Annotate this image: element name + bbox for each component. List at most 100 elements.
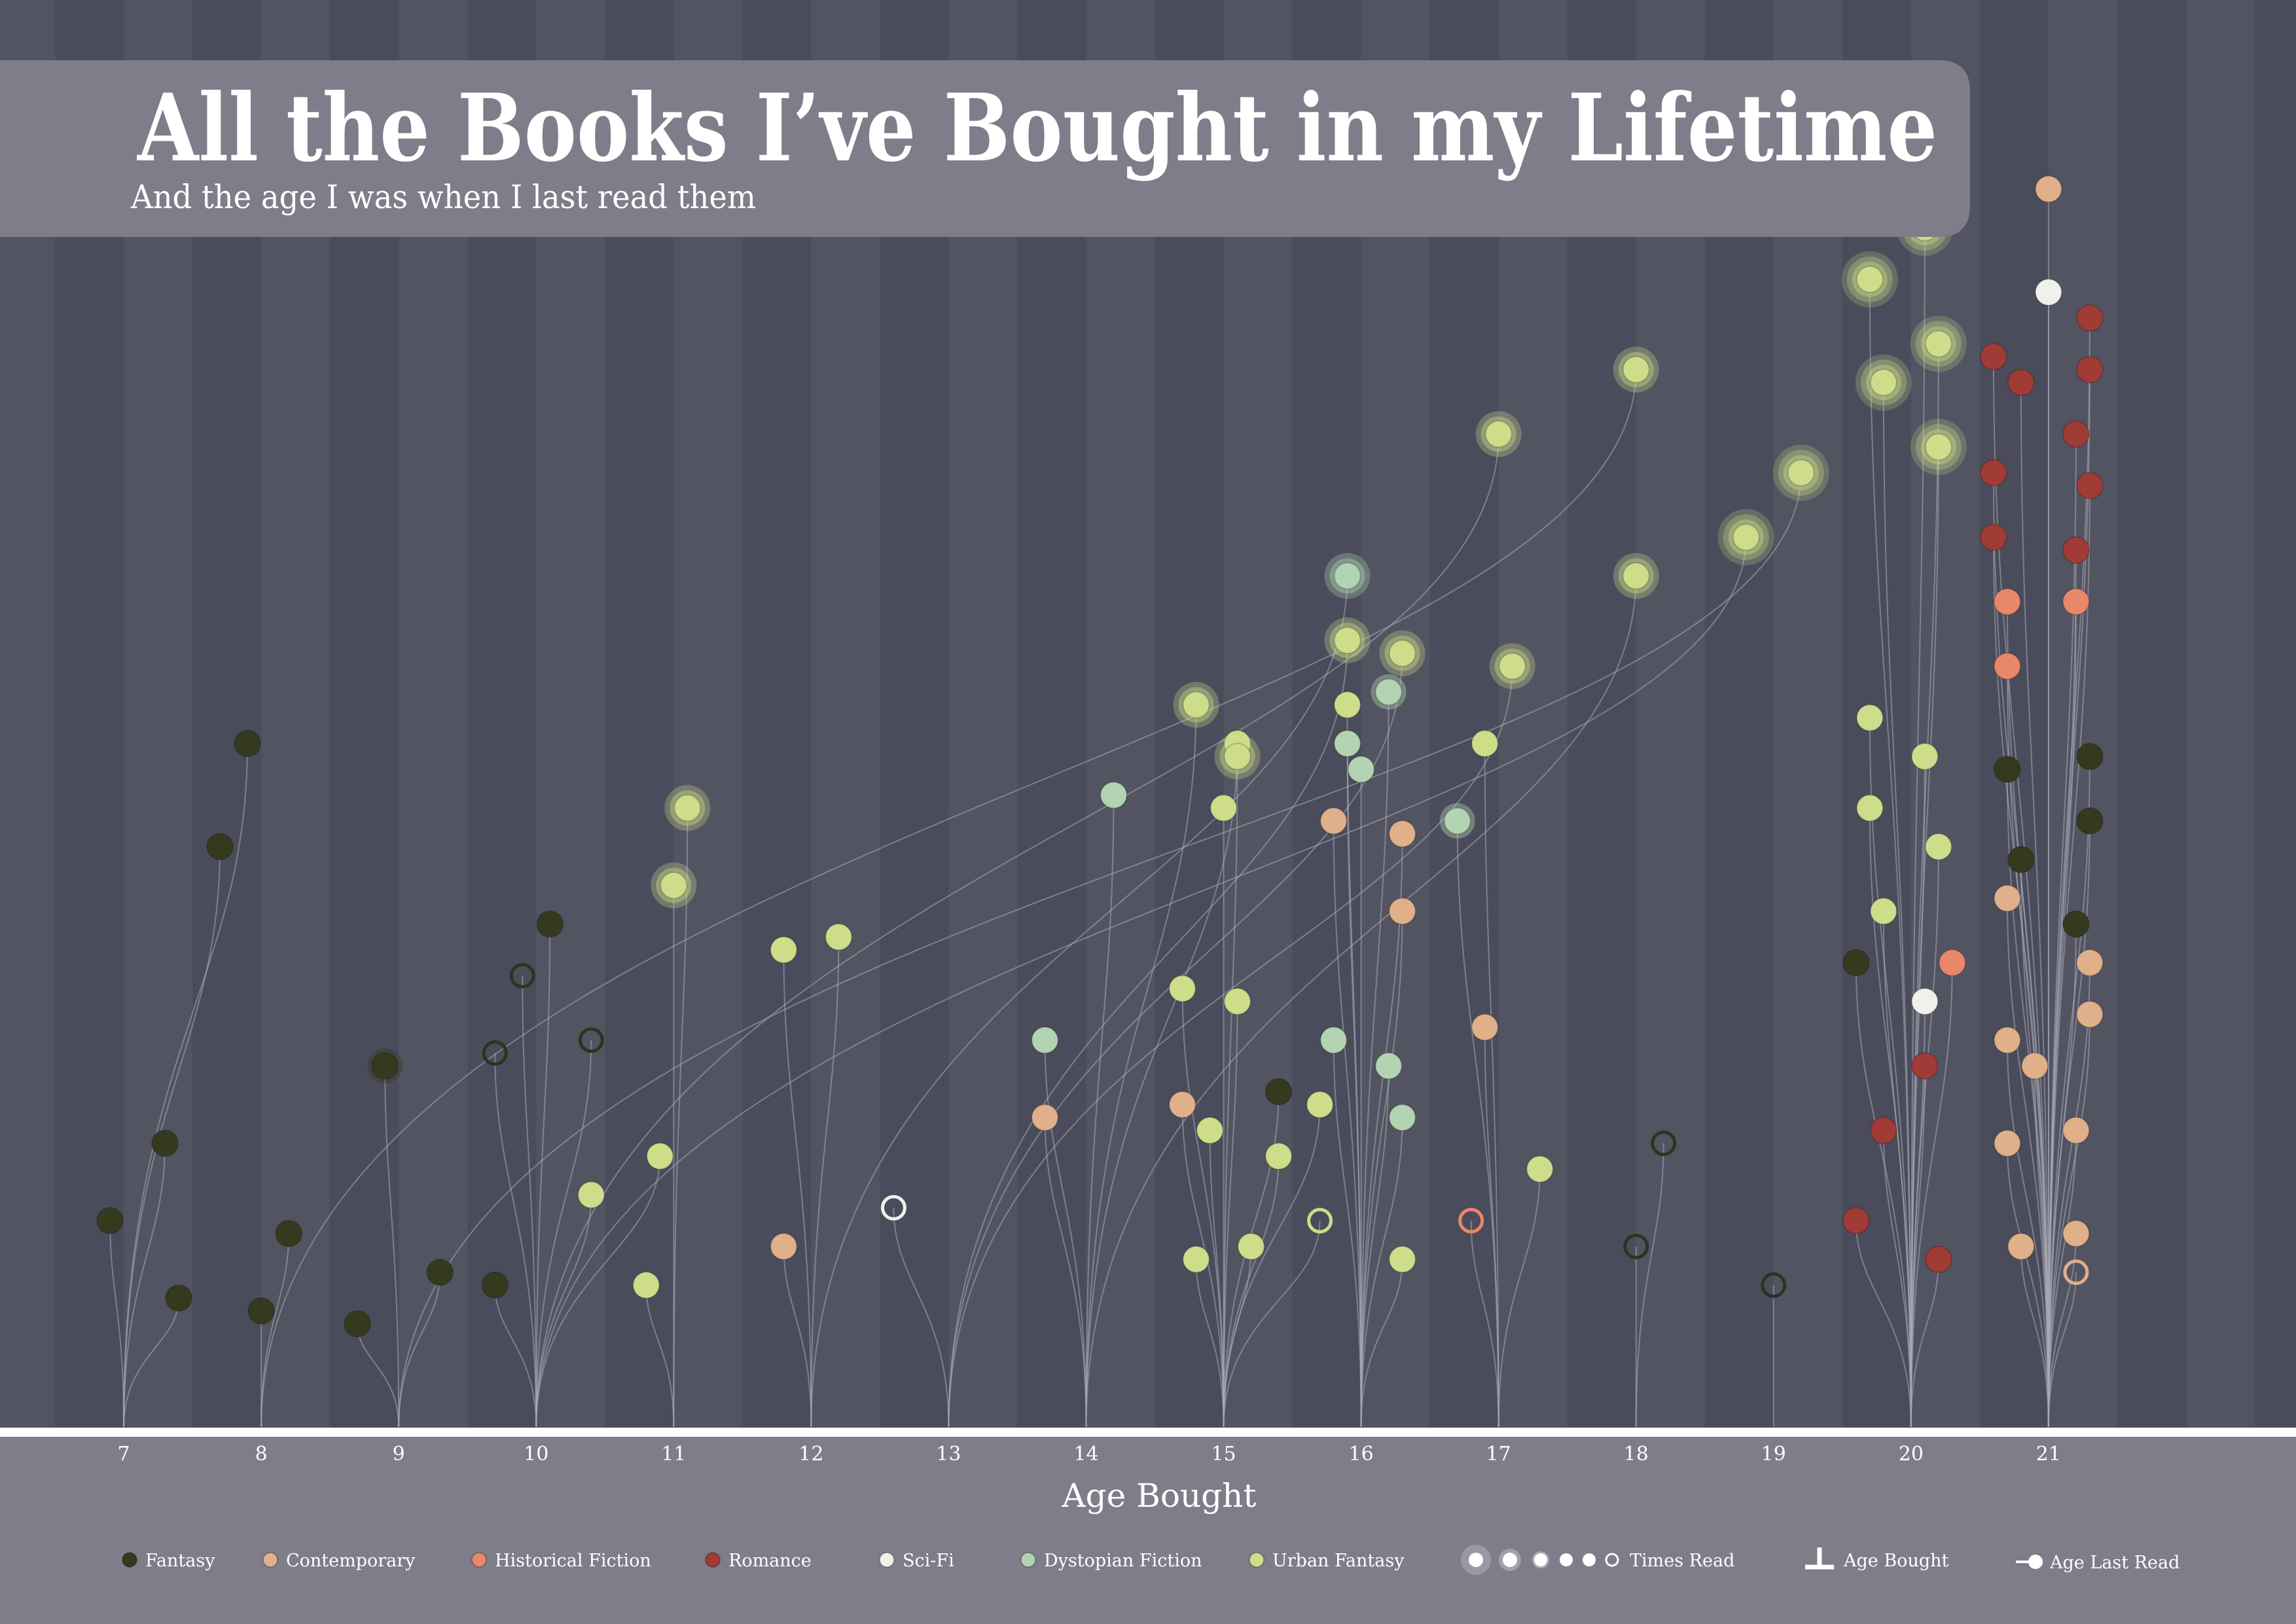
book-dot [1869,369,1897,397]
book-point [1869,1116,1897,1144]
book-point [1842,1206,1870,1235]
book-dot [632,1271,660,1299]
book-dot [1938,948,1966,977]
book-stem [1223,1001,1238,1428]
book-stem [673,808,689,1428]
book-point [1324,552,1371,599]
book-dot-unread [1651,1130,1677,1157]
legend-item: Contemporary [262,1551,416,1571]
book-stem [535,924,551,1428]
book-dot [1924,1245,1952,1273]
book-point [1910,316,1967,372]
x-tick-label: 20 [1899,1443,1924,1466]
book-point [1717,509,1774,566]
book-point [1471,1013,1499,1041]
book-stem [1360,1117,1403,1428]
book-point [632,1271,660,1299]
book-dot [2075,948,2104,977]
axis-panel [0,1437,2296,1624]
book-stem [1360,1066,1390,1428]
book-point [825,923,853,951]
book-stem [948,640,1348,1428]
book-stem [109,1220,125,1428]
book-stem [123,1143,166,1428]
book-point [165,1284,193,1312]
legend-label: Dystopian Fiction [1044,1551,1202,1571]
book-dot [1333,691,1361,719]
book-point [1168,975,1196,1003]
legend-item: Dystopian Fiction [1020,1551,1202,1571]
book-point [247,1297,276,1325]
book-stem [1910,962,1953,1428]
book-dot [344,1310,372,1338]
book-stem [1992,356,2049,1428]
book-point [2062,536,2090,564]
book-point [2075,742,2104,770]
book-dot [1265,1077,1293,1106]
book-point [1333,691,1361,719]
book-dot [1498,652,1526,680]
book-stem [1910,446,1939,1428]
book-point [1333,729,1361,757]
book-point [1319,1026,1348,1054]
book-dot-unread [2063,1259,2089,1286]
x-tick-label: 19 [1761,1443,1786,1466]
book-dot [2062,1219,2090,1248]
book-point [1265,1077,1293,1106]
book-point [1265,1142,1293,1170]
book-stem [2020,1246,2049,1428]
year-band [811,0,880,1428]
book-dot [2007,369,2035,397]
times-read-2-swatch-core [1534,1553,1547,1566]
legend-swatch [122,1552,137,1568]
x-axis-line [0,1428,2296,1437]
times-read-0-swatch [1605,1553,1619,1567]
book-dot [1856,265,1884,293]
book-point [2075,1000,2104,1028]
legend-times-read: Times Read [1461,1545,1734,1575]
book-point [2007,846,2035,874]
year-band [261,0,331,1428]
times-read-5-swatch-core [1469,1553,1483,1567]
book-point [1651,1130,1677,1157]
legend-label: Historical Fiction [495,1551,651,1571]
book-stem [535,537,1747,1428]
book-point [1388,820,1416,848]
book-stem [2047,1014,2090,1428]
book-dot [1924,833,1952,861]
book-point [1388,897,1416,925]
book-point [275,1219,303,1248]
book-point [2075,304,2104,332]
book-dot [1869,897,1897,925]
x-axis-ticks: 7 8 9 10 11 12 13 14 15 16 17 18 19 20 21 [118,1443,2061,1466]
book-point [577,1181,605,1209]
book-point [1307,1208,1333,1234]
book-point [1979,523,2007,551]
book-stem [783,1246,812,1428]
book-stem [398,473,1802,1428]
book-stem [1470,1220,1499,1428]
book-stem [535,1156,661,1428]
legend-swatch [471,1552,487,1568]
book-point [1100,781,1128,809]
book-dot [1993,588,2021,616]
times-read-1-swatch [1560,1553,1573,1566]
book-point [344,1310,372,1338]
book-dot [247,1297,276,1325]
book-point [1855,354,1912,411]
book-stem [1346,743,1362,1428]
year-band [1498,0,1568,1428]
book-stems [109,189,2090,1428]
book-dot-unread [1458,1208,1484,1234]
book-point [651,862,697,909]
x-tick-label: 16 [1348,1443,1373,1466]
book-point [1841,251,1898,308]
x-tick-label: 7 [118,1443,130,1466]
book-point [1471,729,1499,757]
book-stem [1333,1039,1362,1428]
book-stem [1882,382,1912,1428]
year-band [1636,0,1705,1428]
book-point [1910,418,1967,475]
book-stem [1085,743,1238,1428]
